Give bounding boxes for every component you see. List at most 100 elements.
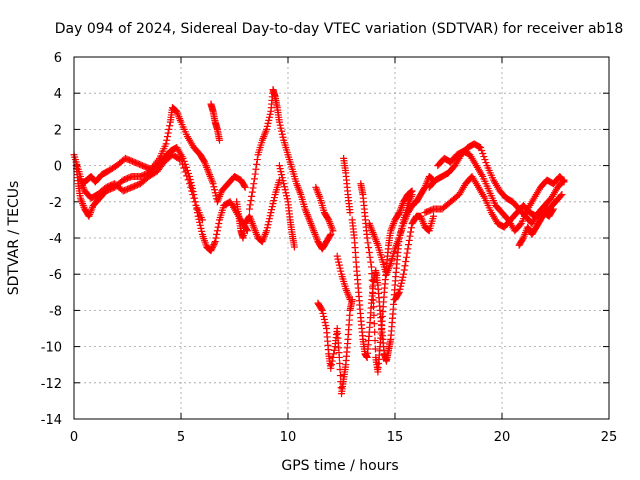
y-tick-label: 4 [54,87,62,102]
data-point [269,200,277,208]
data-point [327,364,335,372]
data-point [245,205,253,213]
data-point [268,203,276,211]
data-point [277,168,285,176]
data-point [558,191,566,199]
data-point [263,224,271,232]
data-point [481,156,489,164]
series-trace-i [333,252,354,304]
series-trace-q [434,147,568,235]
x-tick-label: 15 [387,430,404,445]
data-point [402,253,410,261]
data-point [197,224,205,232]
series-trace-l [357,180,416,376]
data-point [198,216,206,224]
data-point [395,288,403,296]
data-point [211,186,219,194]
data-point [477,144,485,151]
data-point [478,147,486,155]
data-point [328,357,336,365]
y-tick-label: 0 [54,160,62,175]
data-point [184,176,192,184]
data-point [165,125,173,133]
data-point [186,180,194,188]
data-point [196,221,204,229]
data-point [557,192,565,200]
series-trace-e [245,86,335,253]
data-point [324,215,332,223]
x-tick-label: 25 [601,430,618,445]
data-point [240,182,248,190]
data-point [248,192,256,200]
data-point [213,227,221,235]
data-point [275,118,283,126]
data-point [367,258,375,266]
data-point [330,346,338,354]
data-point [398,276,406,284]
chart-title: Day 094 of 2024, Sidereal Day-to-day VTE… [55,21,624,37]
plot-frame [73,56,610,420]
data-point [420,185,428,193]
x-tick-label: 5 [177,430,185,445]
data-point [480,153,488,161]
data-point [430,212,438,220]
series-trace-a [70,104,249,206]
data-point [190,194,198,202]
data-point [369,290,377,298]
data-point [212,234,220,242]
data-point [278,171,286,179]
series-trace-h [314,296,356,398]
data-point [395,210,403,218]
series-trace-p [421,172,566,231]
data-point [250,175,258,183]
series-trace-s [233,176,283,246]
data-point [559,177,567,185]
data-point [482,159,490,167]
data-point [181,168,189,176]
data-point [519,235,527,243]
data-point [264,221,272,229]
series-trace-j [340,154,354,217]
data-point [371,328,379,336]
y-axis-label: SDTVAR / TECUs [6,181,22,296]
data-point [265,113,273,121]
data-point [322,321,330,329]
data-point [265,215,273,223]
data-point [334,255,342,263]
data-point [407,224,415,232]
data-point [368,270,376,278]
series-trace-f [275,162,298,251]
y-tick-label: 6 [54,51,62,66]
axis-ticks: 0 5 10 15 20 25 -14 -12 -10 -8 -6 -4 -2 0 2 4 6 [41,51,618,445]
data-point [191,198,199,206]
data-point [346,296,354,304]
data-point [280,183,288,191]
x-tick-label: 10 [280,430,297,445]
data-point [367,263,375,271]
data-points [70,86,568,398]
series-trace-m [365,172,438,278]
data-point [241,183,249,191]
y-tick-label: -10 [41,341,62,356]
data-point [370,311,378,319]
y-tick-label: -2 [49,196,62,211]
data-point [253,160,261,168]
data-point [249,184,257,192]
y-tick-label: 2 [54,123,62,138]
data-point [365,244,373,252]
y-tick-label: -12 [41,377,62,392]
data-point [329,353,337,361]
data-point [209,242,217,250]
data-point [408,187,416,195]
data-point [549,206,557,214]
data-point [335,353,343,361]
data-point [320,315,328,323]
data-point [253,156,261,164]
data-point [251,170,259,178]
data-point [164,129,172,137]
data-point [405,236,413,244]
data-point [330,350,338,358]
data-point [396,285,404,293]
data-point [200,157,208,165]
data-point [252,165,260,173]
